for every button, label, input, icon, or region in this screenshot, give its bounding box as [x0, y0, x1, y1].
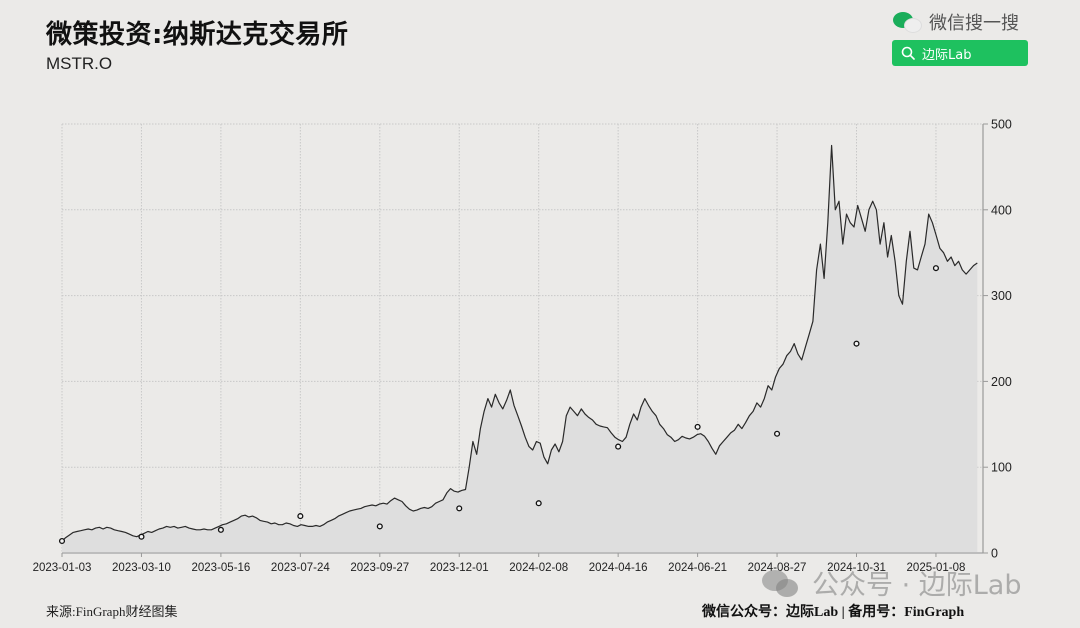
svg-text:2023-09-27: 2023-09-27 — [350, 562, 409, 574]
svg-text:2024-10-31: 2024-10-31 — [827, 562, 886, 574]
chart-axes: 2023-01-03 2023-03-10 2023-05-16 2023-07-24… — [33, 118, 1012, 575]
source-note: 来源:FinGraph财经图集 — [46, 604, 178, 619]
wechat-search-label: 微信搜一搜 — [929, 13, 1019, 34]
svg-text:2024-08-27: 2024-08-27 — [748, 562, 807, 574]
svg-text:300: 300 — [991, 289, 1012, 303]
svg-text:200: 200 — [991, 375, 1012, 389]
svg-text:2023-05-16: 2023-05-16 — [191, 562, 250, 574]
search-icon — [901, 46, 915, 60]
search-button[interactable]: 边际Lab — [892, 40, 1028, 66]
date-markers — [58, 265, 939, 545]
svg-text:2023-12-01: 2023-12-01 — [430, 562, 489, 574]
svg-text:2024-06-21: 2024-06-21 — [668, 562, 727, 574]
page-title: 微策投资:纳斯达克交易所 — [46, 20, 349, 50]
svg-text:2023-01-03: 2023-01-03 — [33, 562, 92, 574]
ticker-label: MSTR.O — [46, 54, 113, 73]
price-area — [62, 145, 978, 553]
svg-text:100: 100 — [991, 461, 1012, 475]
wechat-watermark-icon — [762, 568, 802, 598]
svg-text:2023-07-24: 2023-07-24 — [271, 562, 330, 574]
svg-text:2024-04-16: 2024-04-16 — [589, 562, 648, 574]
svg-text:500: 500 — [991, 118, 1012, 132]
svg-text:2025-01-08: 2025-01-08 — [907, 562, 966, 574]
svg-text:2023-03-10: 2023-03-10 — [112, 562, 171, 574]
wechat-search-brand: 微信搜一搜 — [893, 9, 1019, 35]
watermark-text: 公众号 · 边际Lab — [812, 570, 1022, 601]
search-button-label: 边际Lab — [922, 47, 972, 63]
price-line — [61, 144, 978, 542]
svg-text:2024-02-08: 2024-02-08 — [509, 562, 568, 574]
watermark: 公众号 · 边际Lab — [762, 563, 1021, 602]
svg-text:400: 400 — [991, 203, 1012, 217]
credit-note: 微信公众号：边际Lab | 备用号：FinGraph — [702, 605, 965, 620]
svg-text:0: 0 — [991, 547, 998, 561]
wechat-icon — [893, 12, 922, 33]
